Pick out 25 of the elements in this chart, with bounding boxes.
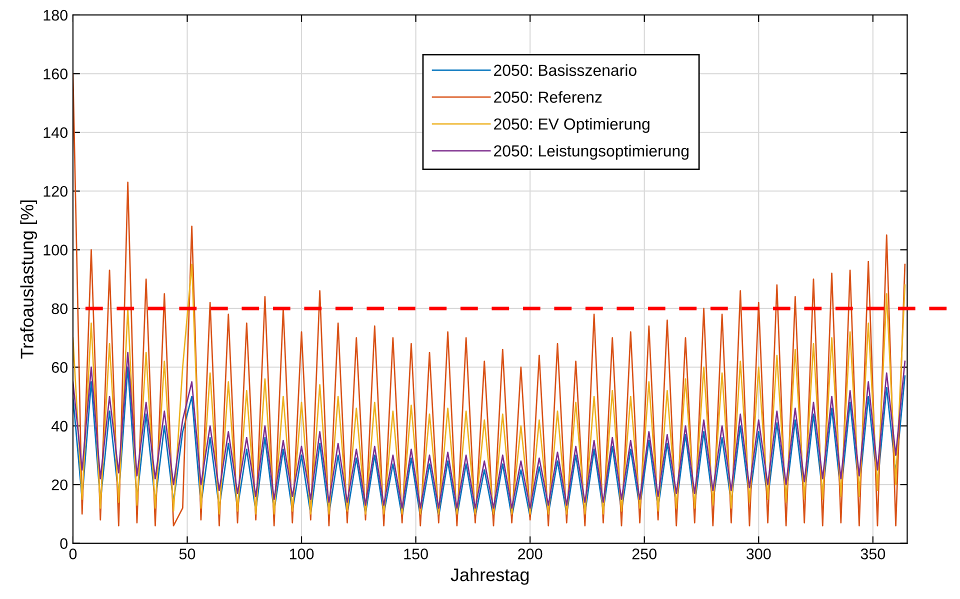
x-tick-label: 350 [860, 548, 886, 560]
x-tick-label: 50 [179, 548, 196, 560]
y-tick-label: 20 [52, 479, 68, 490]
y-tick-label: 120 [44, 186, 68, 197]
line-series [72, 264, 906, 515]
y-tick-label: 60 [52, 362, 68, 373]
x-tick-label: 100 [290, 548, 314, 560]
y-tick-label: 40 [51, 420, 68, 432]
x-axis-title: Jahrestag [450, 568, 529, 585]
x-tick-label: 250 [632, 548, 657, 560]
x-tick-label: 150 [404, 548, 428, 560]
x-tick-label: 200 [518, 548, 542, 560]
legend-label: 2050: EV Optimierung [494, 118, 650, 133]
y-tick-label: 180 [44, 10, 68, 21]
x-tick-label: 0 [69, 548, 77, 560]
y-tick-label: 100 [44, 244, 68, 256]
legend-label: 2050: Referenz [494, 91, 602, 103]
y-tick-label: 80 [52, 303, 68, 314]
x-tick-label: 300 [746, 548, 771, 560]
legend-label: 2050: Basisszenario [494, 64, 636, 76]
legend-label: 2050: Leistungsoptimierung [494, 144, 688, 160]
y-tick-label: 0 [60, 538, 68, 549]
y-axis-title: Trafoauslastung [%] [20, 200, 38, 359]
y-tick-label: 160 [44, 68, 68, 80]
y-tick-label: 140 [44, 127, 68, 138]
